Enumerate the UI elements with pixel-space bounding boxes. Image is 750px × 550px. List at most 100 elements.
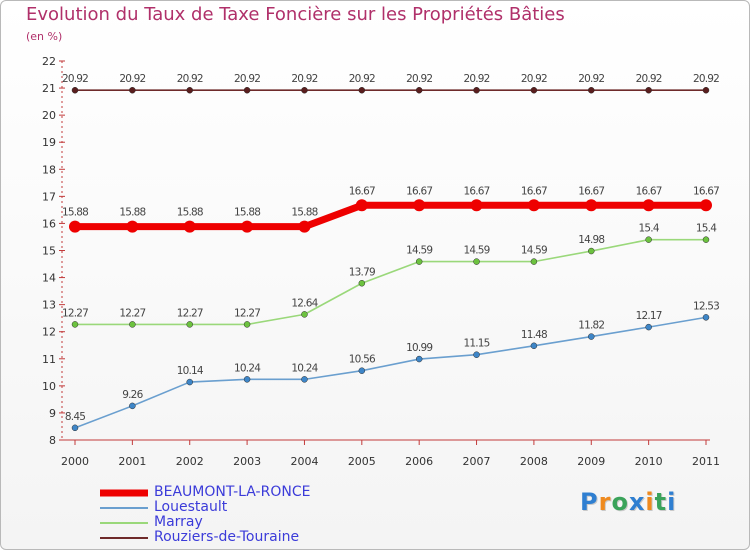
data-point xyxy=(358,367,366,374)
data-point xyxy=(530,86,538,94)
data-point xyxy=(413,199,426,212)
y-tick-label: 11 xyxy=(42,353,56,366)
data-label: 12.27 xyxy=(119,307,145,319)
legend-label-marray: Marray xyxy=(154,514,203,530)
legend-label-rouziers: Rouziers-de-Touraine xyxy=(154,529,300,545)
data-point xyxy=(358,86,366,94)
data-point xyxy=(183,220,196,233)
legend-swatch-louestault xyxy=(100,506,148,509)
data-point xyxy=(530,258,538,265)
data-label: 16.67 xyxy=(521,185,547,197)
data-label: 15.88 xyxy=(234,207,260,219)
data-point xyxy=(71,321,79,328)
data-point xyxy=(241,220,254,233)
proxiti-logo: P r o x i t i xyxy=(580,488,676,516)
data-label: 20.92 xyxy=(119,73,145,85)
data-point xyxy=(588,247,595,255)
series-line xyxy=(74,238,707,326)
series-line xyxy=(74,316,707,429)
data-point xyxy=(702,236,710,243)
y-tick-label: 14 xyxy=(42,272,56,285)
x-tick-label: 2008 xyxy=(520,455,548,468)
data-label: 20.92 xyxy=(464,73,490,85)
y-tick-label: 13 xyxy=(42,299,56,312)
y-tick-label: 9 xyxy=(49,407,56,420)
data-label: 14.98 xyxy=(578,234,604,246)
x-tick-label: 2003 xyxy=(233,455,261,468)
data-label: 12.27 xyxy=(177,307,203,319)
data-label: 16.67 xyxy=(349,185,375,197)
y-tick-label: 12 xyxy=(42,326,56,339)
legend-label-louestault: Louestault xyxy=(154,499,228,515)
logo-letter: t xyxy=(654,488,668,516)
legend-swatch-marray xyxy=(100,521,148,524)
data-label: 15.88 xyxy=(291,207,317,219)
data-point xyxy=(588,86,595,94)
data-point xyxy=(585,199,598,212)
data-point xyxy=(415,258,423,265)
data-label: 15.4 xyxy=(696,223,717,235)
x-tick-label: 2001 xyxy=(118,455,146,468)
data-point xyxy=(700,199,712,212)
data-label: 9.26 xyxy=(122,389,143,401)
y-tick-label: 8 xyxy=(49,434,56,447)
data-point xyxy=(129,321,136,328)
data-label: 12.27 xyxy=(234,307,260,319)
data-point xyxy=(645,323,652,331)
x-tick-label: 2009 xyxy=(577,455,605,468)
x-tick-label: 2006 xyxy=(405,455,433,468)
data-point xyxy=(243,86,251,94)
data-label: 10.14 xyxy=(177,365,204,377)
data-label: 12.64 xyxy=(291,297,318,309)
data-point xyxy=(470,199,483,212)
data-point xyxy=(186,86,193,94)
data-label: 20.92 xyxy=(693,73,719,85)
y-tick-label: 19 xyxy=(42,136,56,149)
data-label: 11.82 xyxy=(578,320,604,332)
legend-swatch-rouziers xyxy=(100,536,148,539)
data-label: 16.67 xyxy=(406,185,432,197)
logo-letter: P xyxy=(580,488,599,516)
data-label: 12.17 xyxy=(636,310,662,322)
y-tick-label: 15 xyxy=(42,245,56,258)
y-tick-label: 16 xyxy=(42,217,56,230)
data-point xyxy=(301,311,308,318)
x-tick-label: 2011 xyxy=(692,455,720,468)
data-point xyxy=(645,86,652,94)
data-label: 20.92 xyxy=(234,73,260,85)
data-label: 10.99 xyxy=(406,342,432,354)
data-point xyxy=(358,280,366,287)
logo-letter: i xyxy=(667,488,677,516)
data-label: 20.92 xyxy=(291,73,317,85)
data-label: 20.92 xyxy=(578,73,604,85)
legend-label-beaumont: BEAUMONT-LA-RONCE xyxy=(154,484,311,500)
data-point xyxy=(126,220,139,233)
series-line xyxy=(71,201,710,231)
logo-letter: i xyxy=(645,488,655,516)
chart-title: Evolution du Taux de Taxe Foncière sur l… xyxy=(26,4,565,25)
data-point xyxy=(588,333,595,340)
data-point xyxy=(71,424,79,432)
x-tick-label: 2002 xyxy=(176,455,204,468)
data-label: 10.56 xyxy=(349,354,376,366)
x-tick-label: 2000 xyxy=(61,455,89,468)
data-point xyxy=(71,86,79,94)
x-tick-label: 2007 xyxy=(463,455,491,468)
data-point xyxy=(355,199,368,212)
data-label: 15.4 xyxy=(639,223,660,235)
data-label: 16.67 xyxy=(578,185,604,197)
logo-letter: r xyxy=(598,488,612,516)
data-point xyxy=(69,220,81,233)
logo-letter: o xyxy=(611,488,629,516)
data-label: 20.92 xyxy=(349,73,375,85)
data-point xyxy=(473,258,480,265)
data-label: 16.67 xyxy=(636,185,662,197)
data-point xyxy=(473,86,480,94)
x-tick-label: 2005 xyxy=(348,455,376,468)
data-label: 11.48 xyxy=(521,329,547,341)
data-label: 14.59 xyxy=(464,245,490,257)
data-label: 20.92 xyxy=(177,73,203,85)
data-label: 15.88 xyxy=(177,207,203,219)
